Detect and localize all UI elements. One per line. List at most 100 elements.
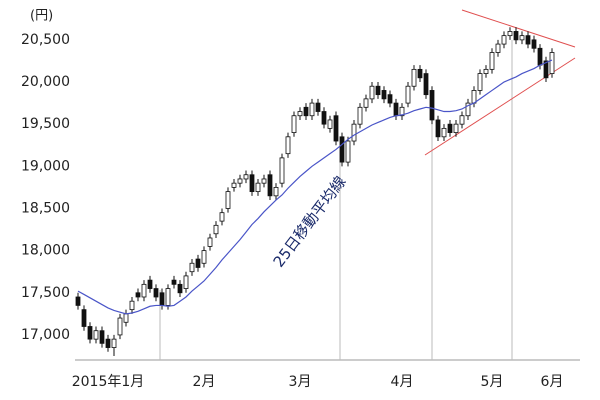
candle-body: [225, 191, 231, 209]
candle-body: [435, 119, 441, 138]
candle-body: [531, 39, 537, 49]
candle-body: [465, 102, 471, 117]
candle-body: [291, 115, 297, 133]
candle-body: [273, 186, 279, 197]
candle-body: [537, 47, 543, 66]
candle-body: [213, 224, 219, 235]
candle-body: [459, 115, 465, 125]
candle-body: [81, 309, 87, 327]
candle-body: [489, 52, 495, 70]
candle-body: [309, 102, 315, 117]
candle-body: [105, 338, 111, 348]
candle-body: [153, 288, 159, 298]
candle-body: [219, 212, 225, 222]
trend-line: [461, 9, 576, 48]
candle-body: [507, 31, 513, 37]
triangle-pattern: [424, 9, 576, 156]
candle-body: [159, 292, 165, 306]
candle-body: [243, 174, 249, 180]
candle-body: [261, 178, 267, 184]
x-tick-label: 5月: [481, 374, 504, 390]
candle-body: [141, 283, 147, 298]
candle-body: [321, 111, 327, 125]
candle-body: [147, 279, 153, 289]
candle-body: [513, 31, 519, 41]
candle-body: [303, 106, 309, 117]
candle-body: [285, 136, 291, 155]
candle-body: [93, 330, 99, 340]
x-tick-label: 4月: [391, 374, 414, 390]
candle-body: [231, 182, 237, 188]
candle-body: [117, 317, 123, 336]
y-tick-label: 19,500: [21, 116, 70, 132]
candle-body: [135, 292, 141, 298]
candle-body: [267, 174, 273, 197]
candle-body: [495, 43, 501, 53]
candle-body: [423, 73, 429, 96]
y-tick-label: 17,000: [21, 327, 70, 343]
candle-body: [345, 140, 351, 163]
candle-body: [375, 85, 381, 96]
moving-average-line: [77, 59, 553, 315]
candle-body: [255, 182, 261, 193]
candle-body: [189, 262, 195, 273]
candle-body: [471, 90, 477, 104]
candle-body: [111, 338, 117, 348]
y-tick-label: 20,000: [21, 74, 70, 90]
candle-body: [477, 73, 483, 91]
candle-body: [399, 106, 405, 117]
y-tick-label: 17,500: [21, 285, 70, 301]
candle-body: [525, 35, 531, 45]
candle-body: [387, 94, 393, 104]
candle-body: [483, 68, 489, 74]
trend-line: [424, 57, 576, 156]
candle-body: [87, 326, 93, 340]
candle-body: [279, 157, 285, 184]
candle-body: [99, 330, 105, 344]
y-tick-label: 18,000: [21, 243, 70, 259]
x-tick-label: 6月: [541, 374, 564, 390]
candle-body: [177, 283, 183, 294]
candle-body: [315, 102, 321, 112]
candle-body: [549, 52, 555, 74]
candle-body: [201, 250, 207, 264]
candle-body: [75, 296, 81, 306]
candle-body: [195, 258, 201, 268]
candle-body: [171, 279, 177, 285]
candle-body: [249, 174, 255, 193]
candle-body: [447, 123, 453, 133]
candle-body: [339, 136, 345, 163]
candle-body: [411, 68, 417, 87]
candle-body: [501, 35, 507, 45]
candle-body: [453, 123, 459, 133]
candle-body: [129, 300, 135, 311]
candle-body: [369, 85, 375, 100]
candle-body: [441, 127, 447, 138]
candle-body: [543, 60, 549, 79]
candle-body: [327, 119, 333, 129]
candle-body: [237, 178, 243, 184]
candle-body: [393, 102, 399, 117]
candle-body: [417, 68, 423, 79]
ma-annotation: 25日移動平均線: [270, 173, 350, 271]
candle-body: [429, 90, 435, 121]
candle-body: [297, 111, 303, 117]
candle-body: [363, 98, 369, 108]
y-axis-unit: (円): [30, 9, 53, 24]
candle-body: [405, 85, 411, 104]
candle-body: [381, 90, 387, 100]
candle-body: [123, 313, 129, 323]
y-tick-label: 18,500: [21, 200, 70, 216]
candle-body: [357, 106, 363, 125]
x-tick-label: 2015年1月: [72, 374, 145, 390]
candle-body: [183, 275, 189, 289]
y-tick-label: 20,500: [21, 32, 70, 48]
x-tick-label: 3月: [289, 374, 312, 390]
y-tick-label: 19,000: [21, 158, 70, 174]
candle-body: [165, 288, 171, 306]
x-tick-label: 2月: [193, 374, 216, 390]
candle-body: [519, 35, 525, 41]
candle-body: [351, 123, 357, 142]
candle-body: [333, 115, 339, 142]
